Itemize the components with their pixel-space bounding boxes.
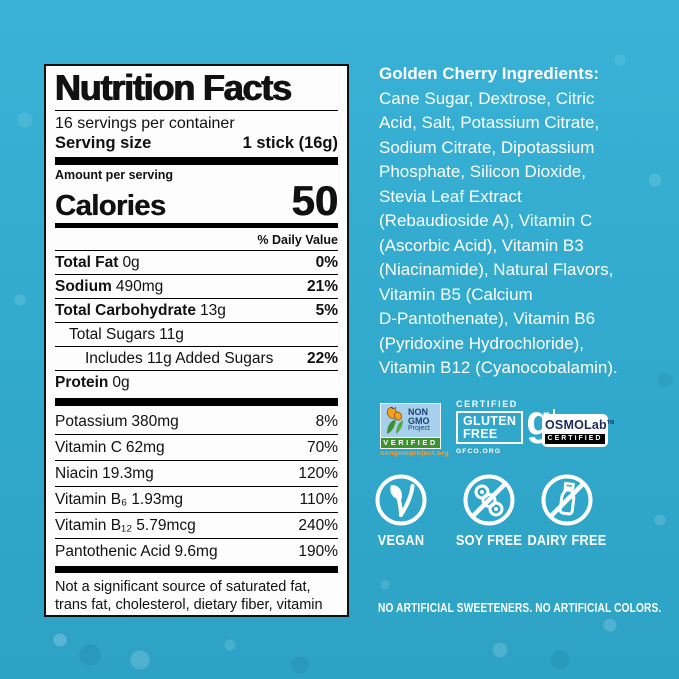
gluten-free-certified-label: CERTIFIED [456,399,518,409]
serving-size-label: Serving size [55,133,152,152]
nutrient-daily-value: 5% [315,301,338,319]
nutrient-row: Total Carbohydrate 13g 5% [55,299,338,323]
osmolab-certified-bar: CERTIFIED [545,434,605,445]
non-gmo-text: NON GMO Project [408,407,430,433]
ingredients-title: Golden Cherry Ingredients: [379,64,600,83]
vitamin-daily-value: 70% [306,438,338,456]
ingredients-section: Golden Cherry Ingredients: Cane Sugar, D… [379,62,677,381]
servings-per-container: 16 servings per container [55,114,235,132]
dairy-free-mark: DAIRY FREE [512,473,622,549]
vitamin-daily-value: 190% [298,542,338,560]
soy-free-mark: SOY FREE [434,473,544,549]
nutrient-row: Protein 0g [55,371,338,394]
nutrition-facts-panel: Nutrition Facts 16 servings per containe… [44,64,349,617]
nutrient-daily-value: 21% [306,277,338,295]
divider-thick [55,397,338,406]
nutrient-name-amount: Total Fat 0g [55,253,140,271]
nutrient-name-amount: Total Carbohydrate 13g [55,301,226,319]
nutrient-daily-value: 22% [306,349,338,367]
butterfly-sprout-icon [386,406,403,434]
vitamin-daily-value: 120% [298,464,338,482]
vitamin-name-amount: Niacin 19.3mg [55,464,154,482]
nutrient-name-amount: Total Sugars 11g [69,325,184,343]
diet-label: VEGAN [377,532,425,549]
vitamin-daily-value: 110% [299,490,339,508]
vitamin-row: Niacin 19.3mg 120% [55,461,338,487]
nutrient-row: Total Sugars 11g [55,323,338,347]
divider-thick [55,156,338,165]
ingredients-text: Cane Sugar, Dextrose, Citric Acid, Salt,… [379,88,618,378]
non-gmo-verified-bar: VERIFIED [380,438,441,449]
vegan-mark: VEGAN [346,473,456,549]
main-nutrient-rows: Total Fat 0g 0% Sodium 490mg 21% Total Car… [55,251,338,394]
diet-label: DAIRY FREE [527,532,607,549]
nutrient-row: Total Fat 0g 0% [55,251,338,275]
diet-label: SOY FREE [455,532,523,549]
nutrient-row: Sodium 490mg 21% [55,275,338,299]
vitamin-name-amount: Pantothenic Acid 9.6mg [55,542,218,560]
calories-value: 50 [291,176,338,224]
vitamin-name-amount: Vitamin B₁₂ 5.79mcg [55,516,196,534]
calories-label: Calories [55,190,166,223]
nutrient-name-amount: Includes 11g Added Sugars [85,349,274,367]
vitamin-row: Potassium 380mg 8% [55,409,338,435]
gluten-free-badge: CERTIFIED GLUTEN FREE g GFCO.ORG [456,399,555,455]
gluten-free-box: GLUTEN FREE [456,411,524,444]
non-gmo-verified-badge: NON GMO Project VERIFIED nongmoproject.o… [380,403,450,457]
vitamin-daily-value: 8% [315,412,338,430]
non-gmo-box: NON GMO Project [380,403,441,438]
nutrient-name-amount: Sodium 490mg [55,277,164,295]
gfco-org-label: GFCO.ORG [456,448,502,455]
gluten-free-main: GLUTEN FREE g [456,400,555,444]
nutrient-daily-value: 0% [315,253,338,271]
daily-value-header: % Daily Value [55,230,338,251]
serving-size-row: Serving size 1 stick (16g) [55,133,338,153]
osmolab-certified-badge: OSMOLabTM CERTIFIED [542,414,615,448]
slogan: NO ARTIFICIAL SWEETENERS. NO ARTIFICIAL … [378,600,662,615]
amount-per-serving: Amount per serving [55,167,174,182]
nutrition-footnote: Not a significant source of saturated fa… [55,578,323,615]
serving-size-value: 1 stick (16g) [242,133,338,152]
vitamin-name-amount: Vitamin B₆ 1.93mg [55,490,184,508]
vitamin-daily-value: 240% [298,516,338,534]
nutrient-name-amount: Protein 0g [55,373,130,391]
nutrition-facts-title: Nutrition Facts [55,69,338,111]
vitamin-name-amount: Vitamin C 62mg [55,438,165,456]
divider-medium [55,222,338,228]
divider-thick [55,565,338,573]
calories-row: Calories 50 [55,176,338,224]
vitamin-rows: Potassium 380mg 8% Vitamin C 62mg 70% Niac… [55,409,338,564]
osmolab-brand: OSMOLabTM [545,418,615,433]
vegan-icon [375,474,427,526]
vitamin-row: Vitamin B₆ 1.93mg 110% [55,487,338,513]
non-gmo-url: nongmoproject.org [380,450,450,457]
vitamin-name-amount: Potassium 380mg [55,412,179,430]
vitamin-row: Pantothenic Acid 9.6mg 190% [55,539,338,564]
vitamin-row: Vitamin B₁₂ 5.79mcg 240% [55,513,338,539]
vitamin-row: Vitamin C 62mg 70% [55,435,338,461]
soy-free-icon [463,474,515,526]
dairy-free-icon [541,474,593,526]
nutrient-row: Includes 11g Added Sugars 22% [55,347,338,371]
